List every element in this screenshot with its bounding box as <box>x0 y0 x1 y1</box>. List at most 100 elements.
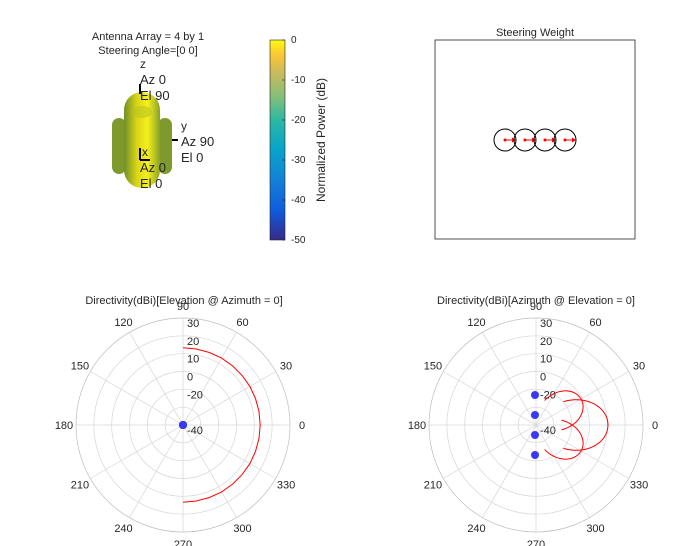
pattern-3d-panel: Antenna Array = 4 by 1 Steering Angle=[0… <box>92 31 214 191</box>
polar-angle-label: 120 <box>114 317 132 329</box>
polar-angle-label: 120 <box>467 317 485 329</box>
weight-arrowhead <box>572 137 576 143</box>
polar-angle-label: 180 <box>408 420 426 432</box>
polar-angle-label: 330 <box>630 480 648 492</box>
polar-spoke <box>535 371 629 426</box>
array-element-marker <box>531 431 539 439</box>
polar-spoke <box>182 424 237 518</box>
elevation-polar-panel: Directivity(dBi)[Elevation @ Azimuth = 0… <box>55 295 305 546</box>
polar-r-label: 20 <box>187 336 199 348</box>
polar-angle-label: 90 <box>530 301 542 313</box>
pattern-title-line2: Steering Angle=[0 0] <box>98 45 197 57</box>
colorbar-tick-label: -50 <box>291 235 306 246</box>
elevation-polar-title: Directivity(dBi)[Elevation @ Azimuth = 0… <box>85 295 282 307</box>
polar-r-label: 30 <box>540 318 552 330</box>
polar-spoke <box>90 424 184 479</box>
colorbar-label: Normalized Power (dB) <box>314 78 328 202</box>
polar-spoke <box>443 371 537 426</box>
weight-origin <box>523 138 527 142</box>
z-axis-label: z <box>140 57 146 71</box>
polar-angle-label: 210 <box>71 480 89 492</box>
y-axis-label: y <box>181 119 187 133</box>
steering-weight-title: Steering Weight <box>496 27 574 39</box>
azimuth-lobe <box>563 399 609 451</box>
array-element-marker <box>179 421 187 429</box>
polar-angle-label: 270 <box>174 539 192 546</box>
colorbar-tick-label: -10 <box>291 75 306 86</box>
polar-angle-label: 300 <box>233 523 251 535</box>
colorbar: 0 -10 -20 -30 -40 -50 Normalized Power (dB) <box>269 35 328 246</box>
polar-r-label: 10 <box>540 354 552 366</box>
weight-origin <box>543 138 547 142</box>
polar-spoke <box>182 332 237 426</box>
polar-r-label: -40 <box>540 425 556 437</box>
polar-spoke <box>535 332 590 426</box>
side-lobe-left <box>112 118 126 174</box>
polar-angle-label: 240 <box>467 523 485 535</box>
polar-r-label: -20 <box>540 389 556 401</box>
polar-angle-label: 270 <box>527 539 545 546</box>
array-element-marker <box>531 391 539 399</box>
polar-r-label: 30 <box>187 318 199 330</box>
colorbar-gradient <box>269 39 286 241</box>
polar-r-label: 0 <box>540 372 546 384</box>
polar-angle-label: 210 <box>424 480 442 492</box>
elevation-directivity-trace <box>182 347 261 503</box>
polar-angle-label: 0 <box>299 420 305 432</box>
side-lobe-right <box>158 118 172 174</box>
polar-spoke <box>182 371 276 426</box>
pattern-3d-surface <box>112 92 172 188</box>
polar-angle-label: 30 <box>280 361 292 373</box>
elevation-polar-axes: 0 30 60 90 120 150 180 210 240 270 300 330 30 20 10 0 -2… <box>55 301 305 546</box>
array-element-marker <box>531 411 539 419</box>
polar-angle-label: 90 <box>177 301 189 313</box>
weight-origin <box>563 138 567 142</box>
polar-spoke <box>482 332 537 426</box>
polar-r-label: 20 <box>540 336 552 348</box>
polar-angle-label: 150 <box>71 361 89 373</box>
colorbar-tick-label: 0 <box>291 35 297 46</box>
colorbar-tick-label: -30 <box>291 155 306 166</box>
azimuth-lobe <box>544 390 584 431</box>
polar-spoke <box>535 424 629 479</box>
polar-angle-label: 30 <box>633 361 645 373</box>
polar-r-label: 0 <box>187 372 193 384</box>
weight-origin <box>503 138 507 142</box>
steering-weight-panel: Steering Weight <box>434 27 636 240</box>
x-axis-el: El 0 <box>140 176 162 191</box>
colorbar-tick-label: -40 <box>291 195 306 206</box>
polar-spoke <box>443 424 537 479</box>
polar-r-label: -20 <box>187 389 203 401</box>
polar-spoke <box>90 371 184 426</box>
polar-spoke <box>129 332 184 426</box>
y-axis-az: Az 90 <box>181 134 214 149</box>
colorbar-tick-label: -20 <box>291 115 306 126</box>
polar-spoke <box>535 424 590 518</box>
polar-spoke <box>482 424 537 518</box>
polar-angle-label: 180 <box>55 420 73 432</box>
azimuth-polar-panel: Directivity(dBi)[Azimuth @ Elevation = 0… <box>408 295 658 546</box>
z-axis-az: Az 0 <box>140 72 166 87</box>
axis-triad <box>139 84 178 161</box>
steering-weight-marks <box>493 128 577 152</box>
azimuth-lobe <box>544 419 584 460</box>
polar-angle-label: 150 <box>424 361 442 373</box>
azimuth-polar-title: Directivity(dBi)[Azimuth @ Elevation = 0… <box>437 295 635 307</box>
array-element-marker <box>531 451 539 459</box>
x-axis-az: Az 0 <box>140 160 166 175</box>
polar-r-label: -40 <box>187 425 203 437</box>
z-axis-el: El 90 <box>140 88 170 103</box>
polar-angle-label: 60 <box>589 317 601 329</box>
polar-angle-label: 0 <box>652 420 658 432</box>
lobe-highlight <box>132 106 152 118</box>
y-axis-el: El 0 <box>181 150 203 165</box>
colorbar-ticks: 0 -10 -20 -30 -40 -50 <box>282 35 306 246</box>
azimuth-polar-axes: 0 30 60 90 120 150 180 210 240 270 300 330 30 20 10 0 -2… <box>408 301 658 546</box>
polar-angle-label: 60 <box>236 317 248 329</box>
main-lobe <box>124 92 160 188</box>
polar-r-label: 10 <box>187 354 199 366</box>
polar-angle-label: 330 <box>277 480 295 492</box>
x-axis-label: x <box>142 145 148 159</box>
polar-spoke <box>129 424 184 518</box>
